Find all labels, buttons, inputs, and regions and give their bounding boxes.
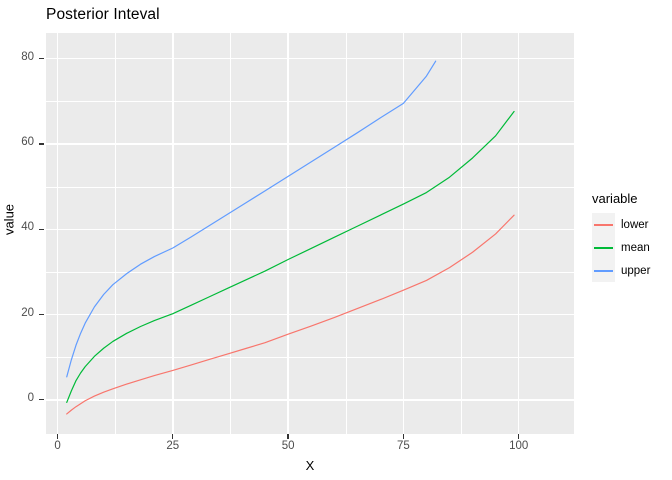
y-axis-tick-labels: 0 20 40 60 80 (0, 33, 34, 434)
gridline (172, 33, 174, 434)
x-tick-mark (518, 434, 520, 439)
y-tick-mark (39, 313, 44, 316)
y-tick-label: 40 (21, 221, 34, 234)
gridline (46, 399, 574, 401)
legend-item-mean[interactable]: mean (592, 236, 672, 259)
gridline (287, 33, 289, 434)
y-axis-tick-marks (39, 33, 44, 434)
legend-key-swatch (592, 213, 615, 236)
legend-item-upper[interactable]: upper (592, 259, 672, 282)
x-tick-label: 100 (509, 440, 529, 452)
x-tick-label: 25 (166, 440, 180, 452)
gridline (517, 33, 520, 434)
gridline (46, 143, 574, 145)
y-tick-mark (39, 399, 44, 401)
gridline (56, 33, 59, 434)
gridline (461, 33, 462, 434)
legend-key-line (594, 224, 613, 226)
gridline (345, 33, 347, 434)
y-tick-mark (39, 228, 44, 230)
legend-title: variable (592, 191, 638, 206)
gridline (46, 271, 574, 273)
x-tick-mark (287, 434, 289, 439)
y-tick-label: 80 (21, 50, 34, 63)
plot-lines (66, 60, 515, 415)
series-line-upper (66, 60, 437, 378)
y-axis-title: value (1, 203, 17, 236)
legend-item-label: mean (621, 241, 650, 254)
gridline (230, 33, 232, 434)
legend-key-line (594, 270, 613, 272)
legend-key-line (594, 247, 613, 249)
x-tick-label: 75 (396, 440, 410, 452)
x-tick-mark (172, 434, 174, 439)
x-axis-tick-marks (46, 434, 574, 439)
gridline (46, 101, 574, 103)
x-axis-tick-labels: 0 25 50 75 100 (46, 440, 574, 456)
series-line-mean (66, 110, 515, 404)
legend: variable lower mean upper (592, 191, 672, 282)
legend-item-label: lower (621, 218, 649, 231)
y-tick-label: 0 (27, 391, 34, 404)
gridline (46, 313, 574, 316)
y-tick-label: 20 (21, 306, 34, 319)
series-line-lower (66, 214, 515, 415)
legend-items: lower mean upper (592, 213, 672, 282)
legend-key-swatch (592, 236, 615, 259)
page-title: Posterior Inteval (46, 6, 160, 23)
legend-key-swatch (592, 259, 615, 282)
gridline (115, 33, 116, 434)
legend-item-lower[interactable]: lower (592, 213, 672, 236)
gridline (46, 186, 574, 188)
legend-item-label: upper (621, 264, 651, 277)
x-tick-label: 0 (54, 440, 61, 452)
gridline (46, 357, 574, 358)
gridline (46, 228, 574, 230)
x-tick-mark (402, 434, 404, 439)
x-axis-title: X (305, 458, 315, 473)
x-tick-mark (56, 434, 59, 439)
x-tick-label: 50 (281, 440, 295, 452)
y-tick-label: 60 (21, 135, 34, 148)
gridline (402, 33, 405, 434)
y-tick-mark (39, 143, 44, 145)
gridline (46, 57, 574, 60)
y-tick-mark (39, 57, 44, 60)
plot-panel (46, 33, 574, 434)
